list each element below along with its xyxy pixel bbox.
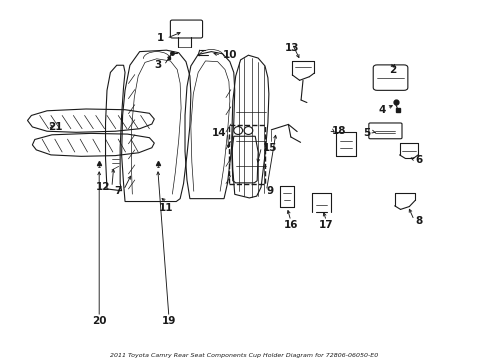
- Text: 13: 13: [285, 43, 299, 53]
- Text: 15: 15: [263, 143, 277, 153]
- Text: 12: 12: [96, 182, 110, 192]
- Text: 10: 10: [222, 50, 237, 60]
- Text: 11: 11: [159, 203, 173, 213]
- Text: 1: 1: [157, 33, 163, 43]
- Text: 14: 14: [211, 129, 225, 138]
- Text: 3: 3: [154, 60, 161, 70]
- Text: 7: 7: [114, 186, 122, 197]
- Text: 19: 19: [162, 316, 176, 326]
- Text: 20: 20: [92, 316, 106, 326]
- Text: 2: 2: [389, 65, 396, 75]
- Text: 9: 9: [266, 186, 273, 197]
- Text: 5: 5: [362, 128, 369, 138]
- Text: 6: 6: [414, 155, 422, 165]
- Text: 2011 Toyota Camry Rear Seat Components Cup Holder Diagram for 72806-06050-E0: 2011 Toyota Camry Rear Seat Components C…: [110, 353, 378, 358]
- Bar: [228, 125, 265, 184]
- Text: 18: 18: [331, 126, 346, 135]
- Text: 21: 21: [48, 122, 63, 132]
- Text: 8: 8: [414, 216, 422, 226]
- Text: 17: 17: [319, 220, 333, 230]
- Text: 4: 4: [378, 105, 385, 115]
- Text: 16: 16: [283, 220, 298, 230]
